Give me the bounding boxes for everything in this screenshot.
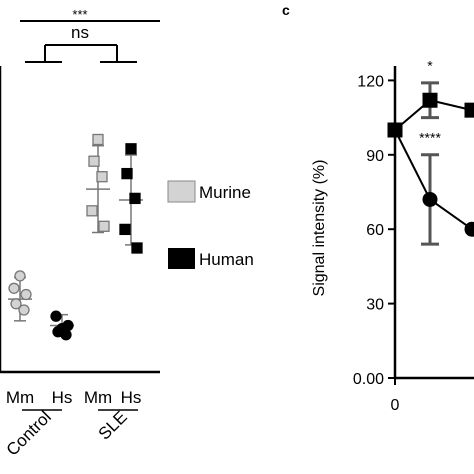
ytick-label: 60 [366, 222, 384, 239]
ytick-label: 30 [366, 297, 384, 314]
group-sle-label: SLE [95, 407, 131, 443]
legend-label-murine: Murine [199, 183, 251, 202]
data-point [98, 220, 110, 232]
group-control-label: Control [3, 407, 55, 459]
series-human [387, 122, 474, 246]
significance-annotation: **** [419, 129, 441, 145]
data-point [129, 192, 141, 205]
sig-ns-label: ns [71, 23, 89, 42]
data-point [50, 310, 62, 322]
data-point [125, 143, 137, 155]
xtick-hs-sle: Hs [121, 388, 142, 407]
panel-c-label: c [282, 2, 290, 18]
panel-c-ylabel: Signal intensity (%) [311, 160, 328, 297]
data-point [88, 155, 100, 167]
data-point [60, 329, 72, 341]
data-point [387, 122, 403, 138]
series-human-sle [119, 143, 143, 254]
xtick-mm-control: Mm [6, 388, 34, 407]
series-murine-sle [86, 133, 110, 234]
data-point [464, 102, 474, 118]
ytick-label: 120 [357, 73, 384, 90]
legend: Murine Human [167, 180, 254, 269]
ytick-label: 90 [366, 148, 384, 165]
data-point [92, 133, 104, 146]
data-point [131, 242, 143, 254]
ytick-label: 0.00 [353, 371, 384, 388]
data-point [20, 288, 32, 301]
data-point [8, 282, 20, 294]
xtick-hs-control: Hs [52, 388, 73, 407]
sig-top-label: *** [72, 7, 87, 22]
data-point [422, 92, 438, 108]
data-point [96, 171, 108, 183]
panel-b-scatter: *** ns Mm Hs Mm Hs Control SLE [0, 7, 160, 460]
series-human-control [50, 310, 74, 341]
legend-swatch-murine [167, 180, 196, 203]
significance-annotation: * [427, 57, 433, 73]
series-murine-control [8, 270, 32, 322]
xtick-label: 0 [391, 397, 400, 414]
data-point [422, 191, 438, 207]
data-point [119, 223, 131, 236]
data-point [121, 167, 133, 180]
data-point [18, 304, 30, 316]
data-point [86, 205, 98, 217]
data-point [464, 221, 474, 237]
data-point [14, 270, 26, 282]
xtick-mm-sle: Mm [84, 388, 112, 407]
data-point [10, 298, 22, 310]
legend-label-human: Human [199, 250, 254, 269]
legend-swatch-human [168, 248, 195, 269]
